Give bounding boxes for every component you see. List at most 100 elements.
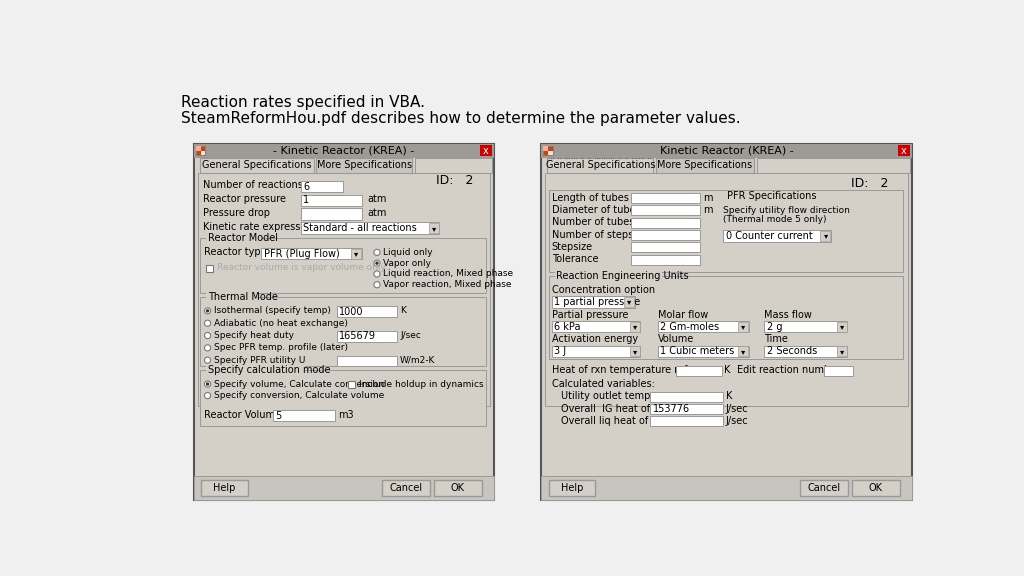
Bar	[200, 238, 486, 293]
Bar	[543, 158, 910, 173]
Bar	[200, 370, 486, 426]
Text: 1: 1	[303, 195, 309, 206]
Bar	[206, 265, 213, 272]
Text: Specify PFR utility U: Specify PFR utility U	[214, 355, 305, 365]
Text: Volume: Volume	[658, 335, 694, 344]
Bar	[552, 296, 635, 308]
Bar	[764, 321, 848, 332]
Text: OK: OK	[451, 483, 465, 493]
Text: Kinetic rate expression: Kinetic rate expression	[203, 222, 315, 232]
Bar	[650, 392, 724, 401]
Text: ▾: ▾	[840, 347, 844, 356]
Bar	[201, 151, 205, 156]
Circle shape	[374, 260, 380, 266]
Text: ▾: ▾	[741, 347, 745, 356]
Circle shape	[205, 345, 211, 351]
Text: Number of tubes: Number of tubes	[552, 217, 634, 228]
Bar	[301, 181, 343, 192]
Text: 2 Gm-moles: 2 Gm-moles	[660, 321, 720, 332]
Text: m: m	[702, 205, 712, 215]
Text: Reactor Volume: Reactor Volume	[205, 410, 282, 420]
Bar	[415, 158, 492, 173]
Text: Reactor volume is vapor volume only: Reactor volume is vapor volume only	[217, 263, 386, 272]
Text: 1000: 1000	[339, 306, 364, 317]
Bar	[852, 480, 900, 496]
Bar	[194, 144, 494, 499]
Bar	[823, 366, 853, 376]
Text: K: K	[400, 306, 406, 316]
Text: ▾: ▾	[432, 223, 436, 233]
Bar	[316, 158, 413, 173]
Text: Adiabatic (no heat exchange): Adiabatic (no heat exchange)	[214, 319, 347, 328]
Text: ▾: ▾	[633, 347, 637, 356]
Text: Number of steps: Number of steps	[552, 230, 633, 240]
Text: Reactor pressure: Reactor pressure	[203, 194, 286, 204]
Text: ▾: ▾	[633, 322, 637, 331]
Bar	[541, 144, 912, 158]
Text: SteamReformHou.pdf describes how to determine the parameter values.: SteamReformHou.pdf describes how to dete…	[180, 112, 740, 127]
Text: Specify calculation mode: Specify calculation mode	[208, 365, 330, 375]
Bar	[480, 145, 492, 156]
Bar	[200, 297, 486, 366]
Text: Partial pressure: Partial pressure	[552, 310, 628, 320]
Text: Liquid reaction, Mixed phase: Liquid reaction, Mixed phase	[383, 270, 513, 278]
Text: 1 partial pressure: 1 partial pressure	[554, 297, 640, 307]
Circle shape	[375, 262, 379, 265]
Text: General Specifications: General Specifications	[546, 160, 655, 170]
Bar	[547, 158, 653, 173]
Bar	[552, 321, 640, 332]
Circle shape	[374, 271, 380, 277]
Bar	[630, 321, 640, 332]
Bar	[301, 222, 439, 234]
Bar	[555, 272, 662, 280]
Text: atm: atm	[367, 194, 386, 204]
Text: ▾: ▾	[823, 232, 828, 240]
Bar	[544, 146, 553, 156]
Text: Calculated variables:: Calculated variables:	[552, 379, 654, 389]
Text: General Specifications: General Specifications	[202, 160, 311, 170]
Text: Tolerance: Tolerance	[552, 255, 598, 264]
Bar	[351, 248, 360, 259]
Text: Vapor only: Vapor only	[383, 259, 431, 268]
Bar	[764, 346, 848, 357]
Bar	[738, 321, 749, 332]
Text: Vapor reaction, Mixed phase: Vapor reaction, Mixed phase	[383, 280, 512, 289]
Text: 0 Counter current: 0 Counter current	[726, 231, 812, 241]
Text: Reaction rates specified in VBA.: Reaction rates specified in VBA.	[180, 94, 425, 109]
Text: Number of reactions: Number of reactions	[203, 180, 303, 191]
Text: 153776: 153776	[652, 404, 690, 414]
Text: Help: Help	[213, 483, 236, 493]
Text: Cancel: Cancel	[808, 483, 841, 493]
Bar	[631, 218, 700, 228]
Circle shape	[206, 309, 209, 313]
Text: Spec PFR temp. profile (later): Spec PFR temp. profile (later)	[214, 343, 348, 353]
Text: Pressure drop: Pressure drop	[203, 208, 270, 218]
Bar	[631, 230, 700, 240]
Text: Specify volume, Calculate conversion: Specify volume, Calculate conversion	[214, 380, 384, 389]
Bar	[200, 158, 313, 173]
Text: ▾: ▾	[354, 249, 358, 258]
Bar	[337, 331, 397, 342]
Bar	[549, 480, 595, 496]
Bar	[545, 173, 908, 406]
Text: 2 Seconds: 2 Seconds	[767, 346, 817, 357]
Bar	[630, 346, 640, 357]
Bar	[194, 144, 494, 158]
Bar	[194, 476, 494, 499]
Bar	[434, 480, 481, 496]
Text: 6: 6	[303, 181, 309, 192]
Text: J/sec: J/sec	[400, 331, 421, 340]
Text: J/sec: J/sec	[726, 404, 749, 414]
Bar	[631, 193, 700, 203]
Bar	[301, 195, 362, 206]
Text: OK: OK	[869, 483, 883, 493]
Text: Reactor type:: Reactor type:	[205, 247, 270, 257]
Text: PFR Specifications: PFR Specifications	[727, 191, 817, 201]
Text: atm: atm	[367, 208, 386, 218]
Text: Specify utility flow direction: Specify utility flow direction	[724, 206, 850, 214]
Text: More Specifications: More Specifications	[316, 160, 412, 170]
Circle shape	[205, 357, 211, 363]
Text: ▾: ▾	[741, 322, 745, 331]
Text: 165679: 165679	[339, 331, 376, 342]
Text: Liquid only: Liquid only	[383, 248, 433, 257]
